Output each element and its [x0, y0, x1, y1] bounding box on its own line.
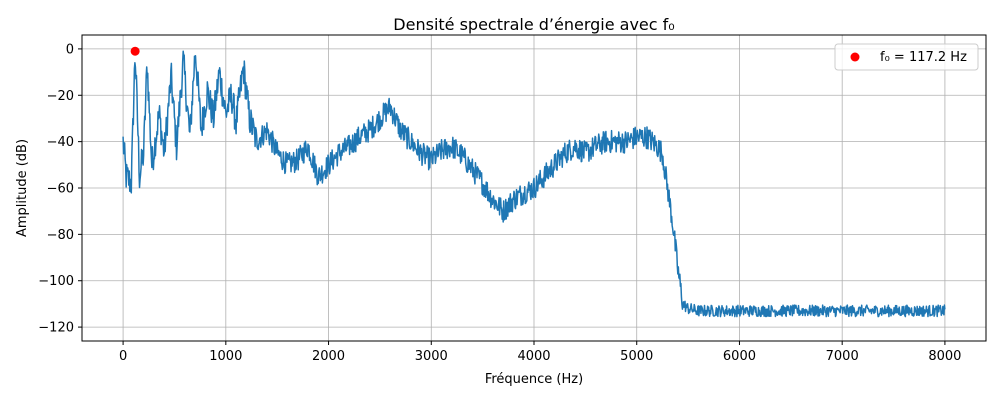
x-tick-label: 2000	[312, 349, 345, 364]
x-axis-title: Fréquence (Hz)	[485, 372, 583, 387]
y-tick-label: −120	[38, 321, 74, 336]
f0-marker	[130, 46, 140, 56]
y-axis-ticks: 0 −20 −40 −60 −80 −100 −120	[38, 42, 82, 336]
y-tick-label: −100	[38, 274, 74, 289]
x-axis-ticks: 0 1000 2000 3000 4000 5000 6000 7000 8000	[119, 341, 961, 364]
chart-title: Densité spectrale d’énergie avec f₀	[393, 15, 674, 34]
x-tick-label: 1000	[209, 349, 242, 364]
y-tick-label: 0	[66, 42, 74, 57]
y-tick-label: −20	[47, 89, 74, 104]
legend-label: f₀ = 117.2 Hz	[880, 50, 967, 65]
y-tick-label: −40	[47, 135, 74, 150]
x-tick-label: 5000	[620, 349, 653, 364]
y-tick-label: −80	[47, 228, 74, 243]
x-tick-label: 4000	[517, 349, 550, 364]
x-tick-label: 7000	[826, 349, 859, 364]
y-tick-label: −60	[47, 182, 74, 197]
legend: f₀ = 117.2 Hz	[834, 43, 979, 71]
y-axis-title: Amplitude (dB)	[15, 139, 30, 237]
x-tick-label: 8000	[928, 349, 961, 364]
x-tick-label: 6000	[723, 349, 756, 364]
marker-layer	[130, 46, 140, 56]
legend-box	[834, 43, 979, 71]
series-layer	[122, 50, 946, 318]
x-tick-label: 0	[119, 349, 127, 364]
x-tick-label: 3000	[415, 349, 448, 364]
legend-marker	[850, 52, 860, 62]
spectrum-line	[122, 50, 946, 318]
